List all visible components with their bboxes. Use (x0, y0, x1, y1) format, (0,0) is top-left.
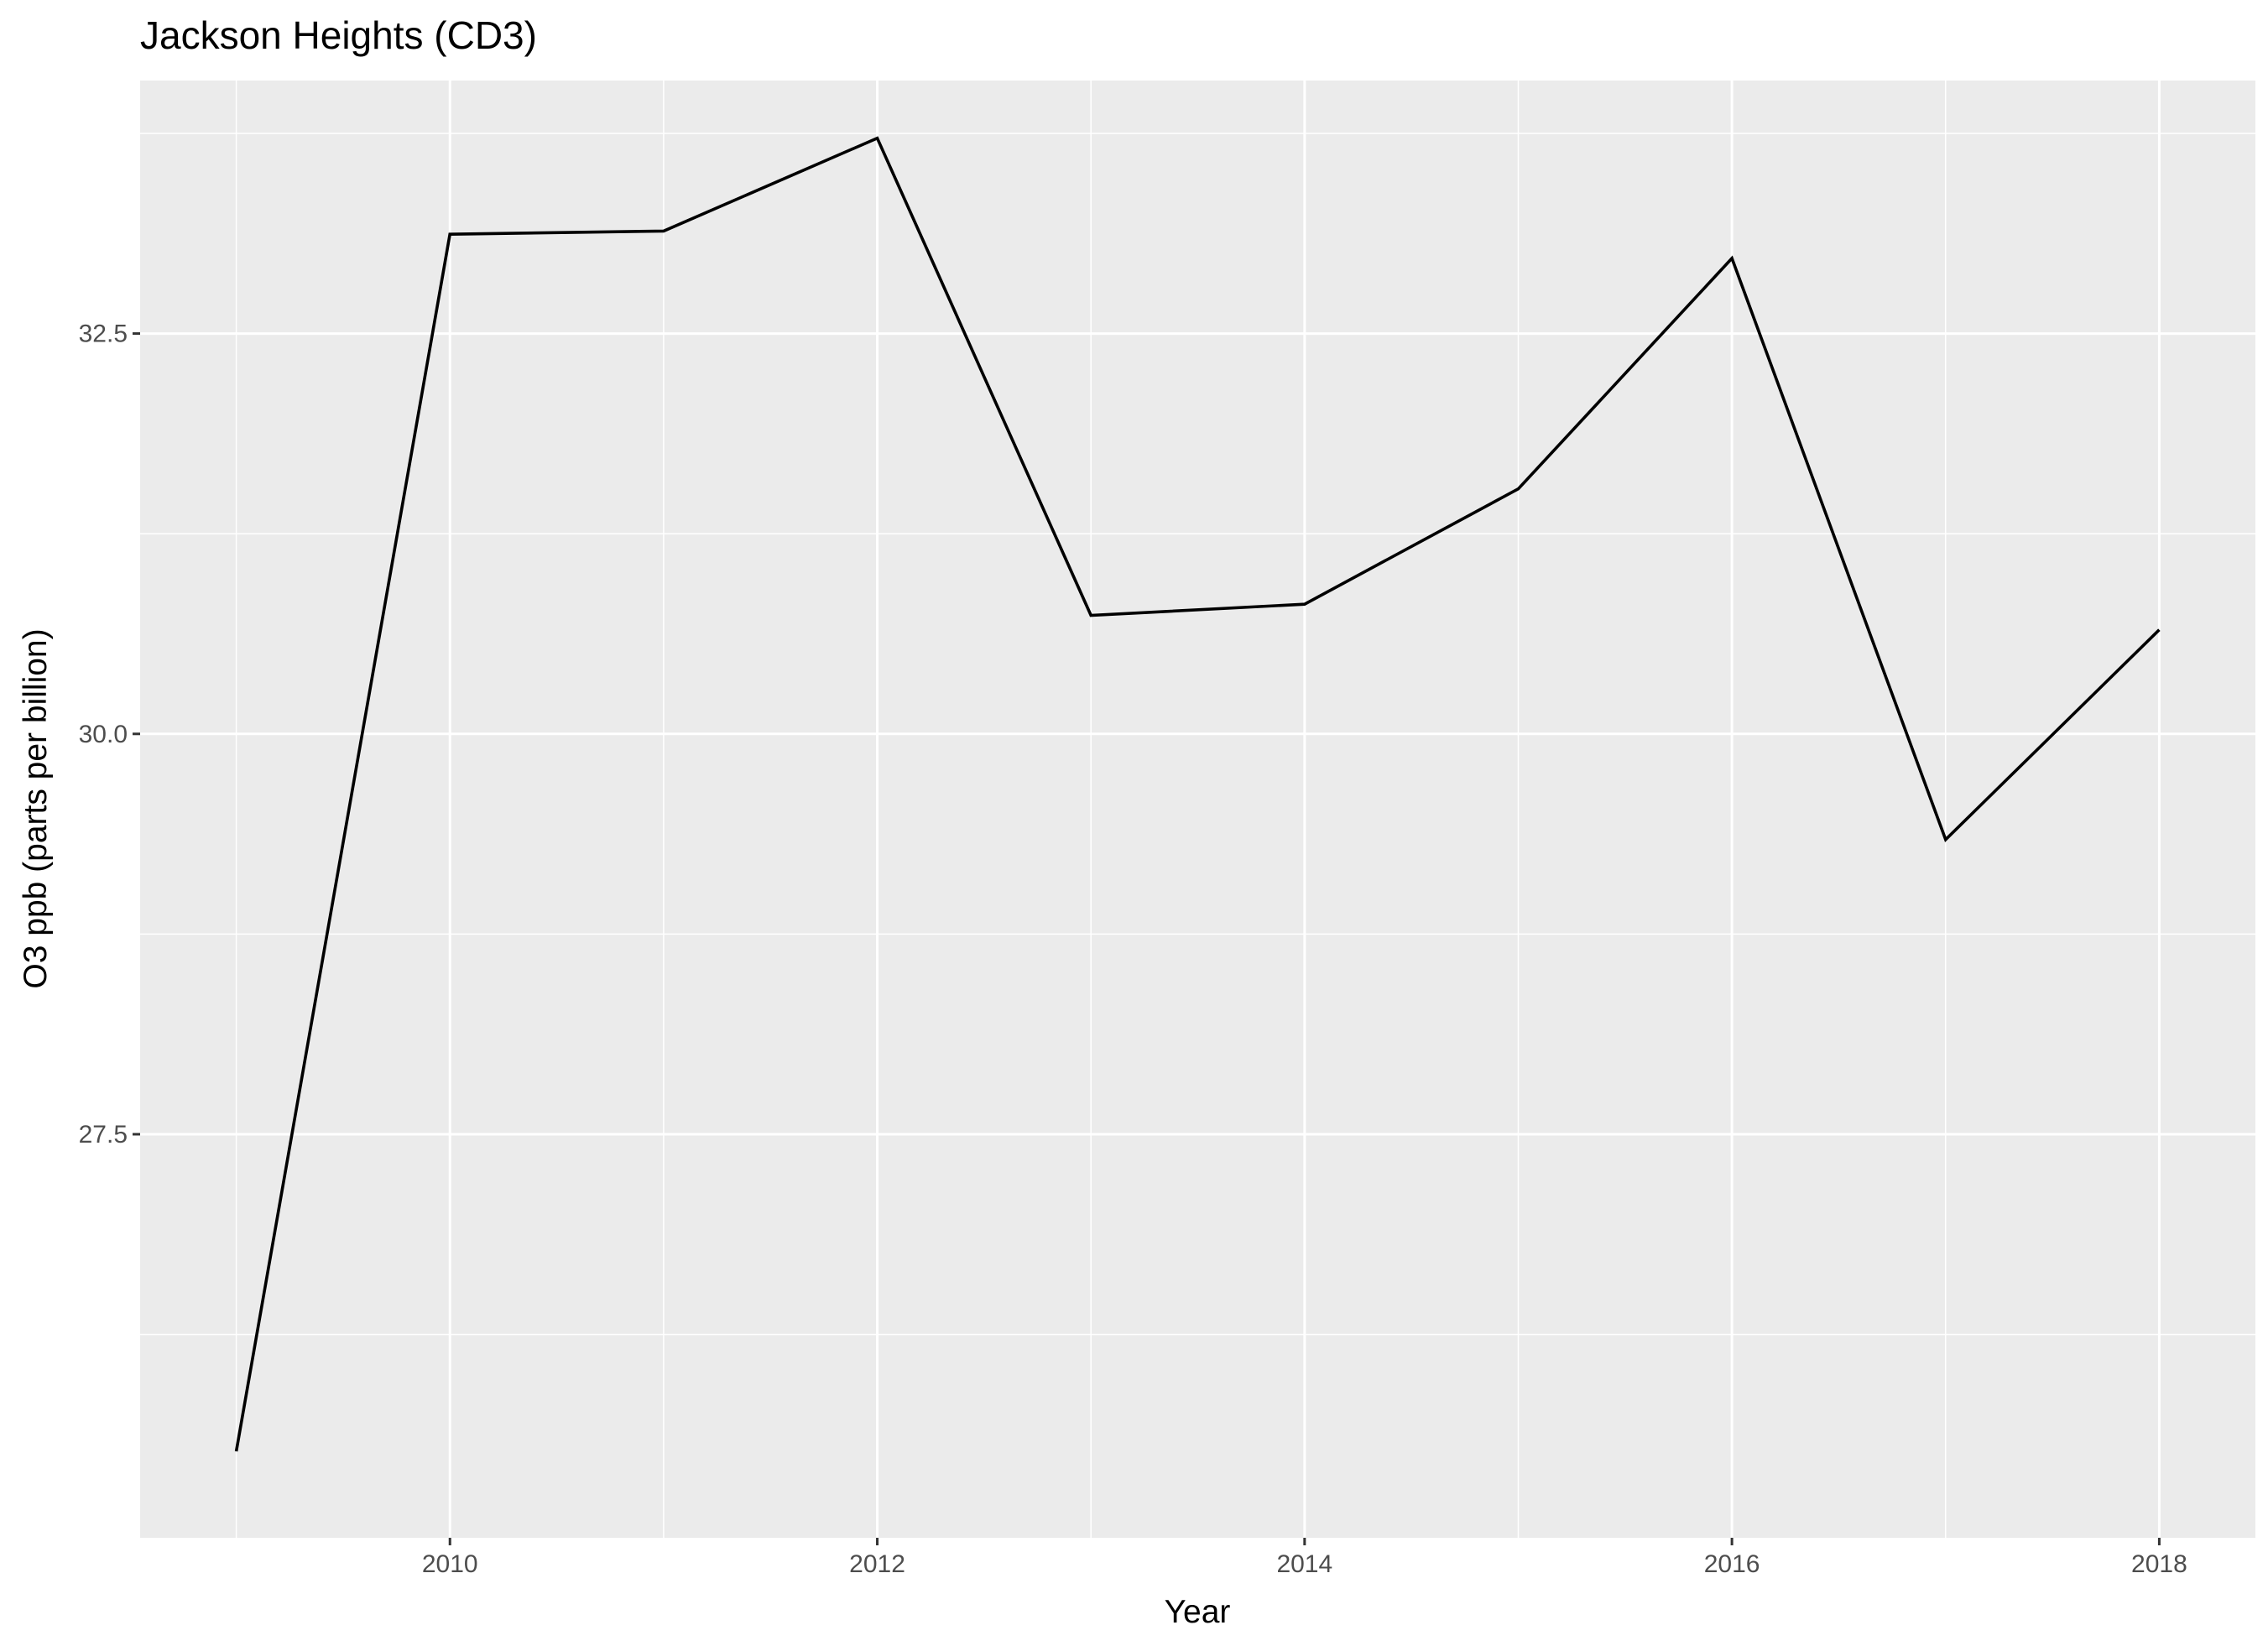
x-axis: 2010 2012 2014 2016 2018 (422, 1538, 2187, 1578)
x-tick-label: 2012 (849, 1550, 905, 1578)
x-axis-title: Year (1165, 1594, 1231, 1630)
chart-title: Jackson Heights (CD3) (140, 13, 537, 57)
x-tick-label: 2010 (422, 1550, 478, 1578)
y-tick-label: 27.5 (79, 1121, 128, 1149)
x-tick-label: 2014 (1276, 1550, 1332, 1578)
x-tick-label: 2018 (2131, 1550, 2187, 1578)
major-gridlines (140, 81, 2255, 1538)
x-tick-label: 2016 (1704, 1550, 1760, 1578)
y-tick-label: 32.5 (79, 320, 128, 348)
series-line (234, 136, 2161, 1452)
minor-gridlines (140, 81, 2255, 1538)
y-axis-title: O3 ppb (parts per billion) (18, 628, 54, 988)
y-tick-label: 30.0 (79, 721, 128, 748)
y-axis: 27.5 30.0 32.5 (79, 320, 140, 1149)
plot-panel (140, 81, 2255, 1538)
